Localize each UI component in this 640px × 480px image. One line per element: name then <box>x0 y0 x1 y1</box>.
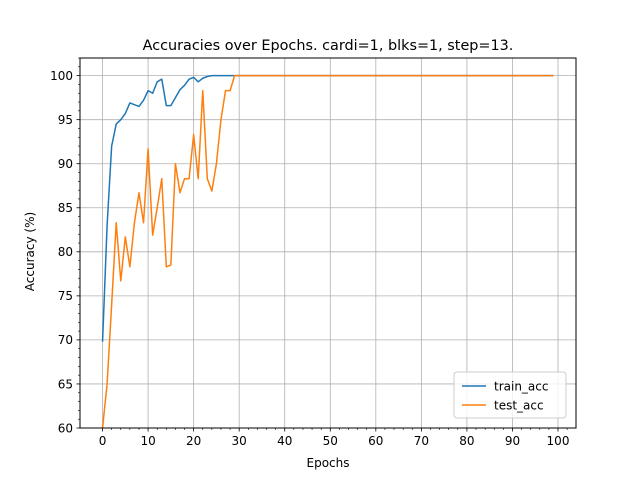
x-tick-label: 0 <box>99 434 107 448</box>
chart-title: Accuracies over Epochs. cardi=1, blks=1,… <box>143 38 514 54</box>
x-tick-label: 60 <box>368 434 383 448</box>
legend-label-train_acc: train_acc <box>494 379 548 393</box>
x-tick-label: 10 <box>140 434 155 448</box>
y-axis-label: Accuracy (%) <box>23 212 37 291</box>
x-tick-label: 50 <box>323 434 338 448</box>
x-tick-label: 90 <box>505 434 520 448</box>
y-tick-label: 100 <box>50 69 73 83</box>
axis-ticks: 0 10 20 30 40 50 60 70 80 90 100 60 65 70 75 80 85 90 95 10… <box>50 57 570 448</box>
y-tick-label: 90 <box>58 157 73 171</box>
x-tick-label: 70 <box>414 434 429 448</box>
series-line-train_acc <box>101 74 554 342</box>
legend-box <box>453 371 567 419</box>
y-tick-label: 60 <box>58 421 73 435</box>
y-tick-label: 80 <box>58 245 73 259</box>
x-tick-label: 40 <box>277 434 292 448</box>
x-tick-label: 100 <box>547 434 570 448</box>
legend: train_acc test_acc <box>453 371 567 419</box>
y-tick-label: 95 <box>58 113 73 127</box>
plot-lines <box>101 74 554 429</box>
x-tick-label: 80 <box>459 434 474 448</box>
y-tick-label: 75 <box>58 289 73 303</box>
x-axis-label: Epochs <box>307 456 350 470</box>
x-tick-label: 30 <box>232 434 247 448</box>
y-tick-label: 70 <box>58 333 73 347</box>
y-tick-label: 65 <box>58 377 73 391</box>
y-tick-label: 85 <box>58 201 73 215</box>
legend-label-test_acc: test_acc <box>494 398 544 412</box>
x-tick-label: 20 <box>186 434 201 448</box>
series-line-test_acc <box>101 74 554 429</box>
